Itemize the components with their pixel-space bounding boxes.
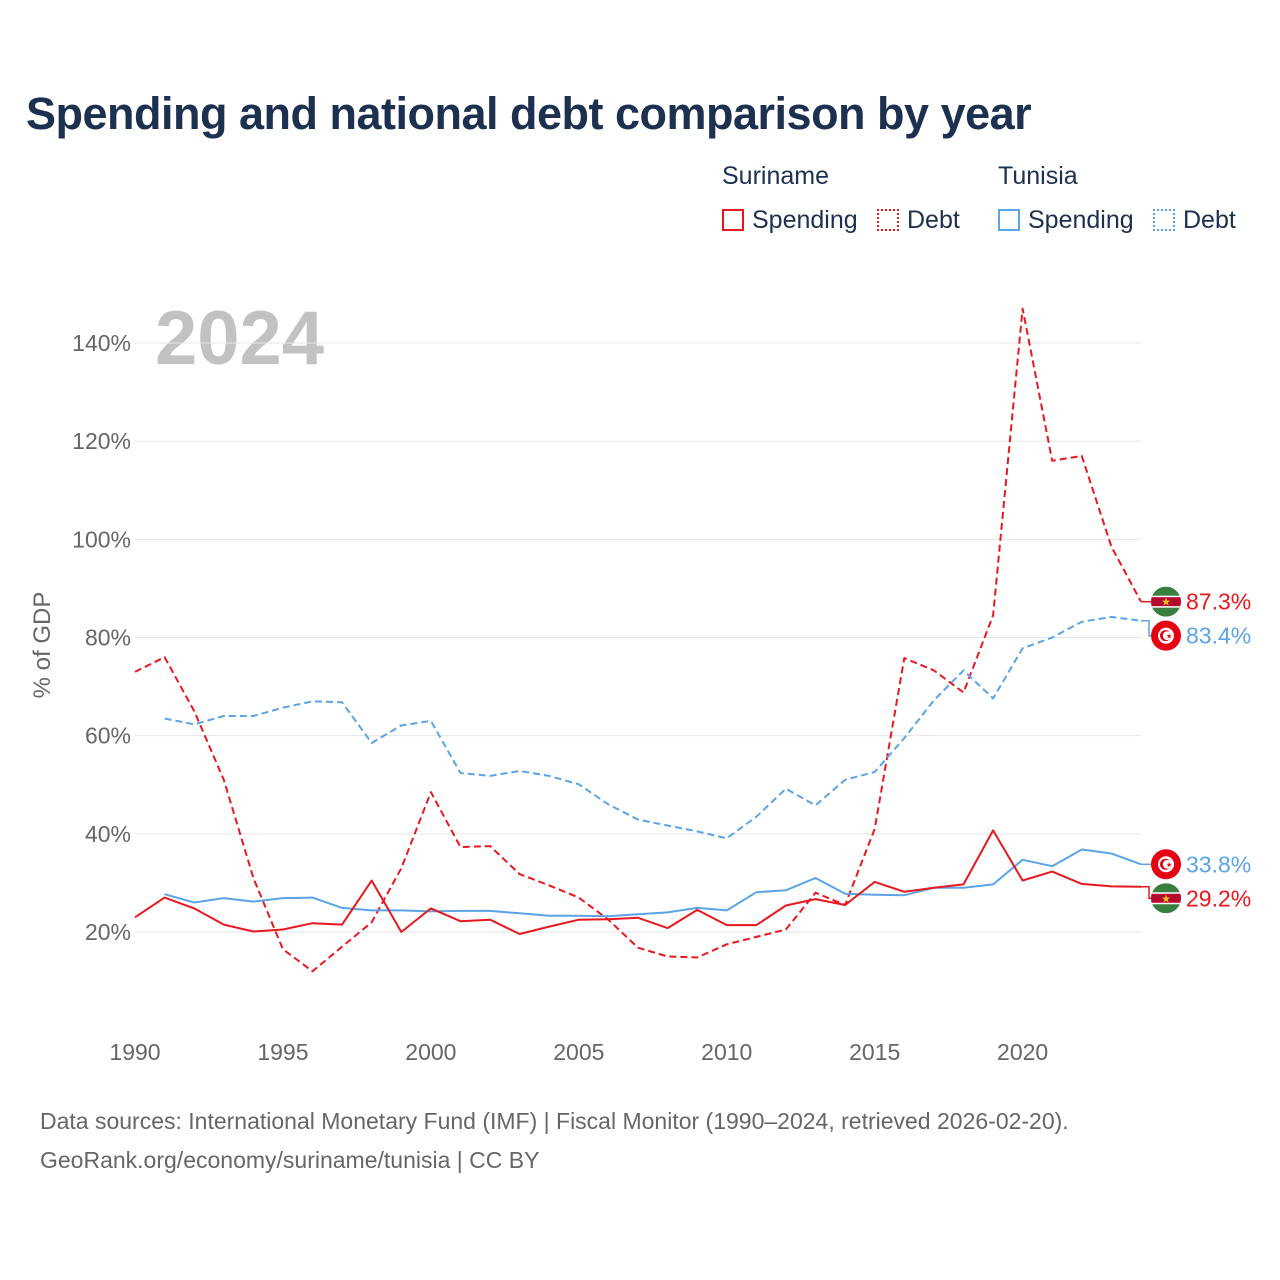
tunisia-flag-icon: ★ <box>1151 849 1181 880</box>
x-tick-label: 2010 <box>701 1039 752 1065</box>
y-tick-label: 100% <box>72 526 131 552</box>
y-tick-label: 60% <box>85 723 131 749</box>
legend-group-tunisia: Tunisia <box>998 162 1078 190</box>
y-axis-title: % of GDP <box>29 592 56 699</box>
x-tick-label: 2020 <box>997 1039 1048 1065</box>
legend-item-tunisia-debt[interactable]: Debt <box>1153 204 1236 236</box>
end-value-label: 33.8% <box>1186 851 1251 877</box>
suriname-flag-icon: ★ <box>1151 586 1181 617</box>
y-tick-label: 20% <box>85 919 131 945</box>
legend-label: Debt <box>907 205 960 234</box>
end-connector <box>1141 886 1152 900</box>
end-value-label: 87.3% <box>1186 589 1251 615</box>
legend-label: Debt <box>1183 205 1236 234</box>
legend-swatch-solid-icon <box>722 209 744 231</box>
year-watermark: 2024 <box>155 296 324 381</box>
y-tick-label: 80% <box>85 625 131 651</box>
label-layer: ★ 87.3% ★ 83.4% ★ 33.8% ★ 29.2% <box>1141 586 1251 914</box>
x-tick-label: 2005 <box>553 1039 604 1065</box>
legend-swatch-solid-icon <box>998 209 1020 231</box>
svg-text:★: ★ <box>1166 632 1172 640</box>
grid-layer <box>135 342 1141 933</box>
x-tick-label: 2015 <box>849 1039 900 1065</box>
svg-text:★: ★ <box>1166 861 1172 869</box>
x-tick-label: 1995 <box>257 1039 308 1065</box>
legend-item-suriname-spending[interactable]: Spending <box>722 204 858 236</box>
legend-item-tunisia-spending[interactable]: Spending <box>998 204 1134 236</box>
source-line-1: Data sources: International Monetary Fun… <box>40 1108 1069 1134</box>
legend-swatch-dotted-icon <box>877 209 899 231</box>
axis-layer: 20% 40% 60% 80% 100% 120% 140% 1990 1995 2000 2005… <box>72 330 1048 1065</box>
svg-text:★: ★ <box>1161 892 1171 905</box>
series-line-tunisia-debt <box>164 615 1142 840</box>
series-line-suriname-debt <box>134 307 1142 973</box>
y-tick-label: 120% <box>72 428 131 454</box>
page-title: Spending and national debt comparison by… <box>26 88 1032 139</box>
series-line-suriname-spending <box>134 829 1142 935</box>
end-value-label: 29.2% <box>1186 885 1251 911</box>
legend-label: Spending <box>1028 205 1134 234</box>
tunisia-flag-icon: ★ <box>1151 620 1181 651</box>
legend-swatch-dotted-icon <box>1153 209 1175 231</box>
x-tick-label: 1990 <box>109 1039 160 1065</box>
legend-group-suriname: Suriname <box>722 162 829 190</box>
end-value-label: 83.4% <box>1186 623 1251 649</box>
series-layer <box>134 307 1142 973</box>
y-tick-label: 40% <box>85 821 131 847</box>
suriname-flag-icon: ★ <box>1151 883 1181 914</box>
y-tick-label: 140% <box>72 330 131 356</box>
series-line-tunisia-spending <box>164 848 1142 918</box>
legend-item-suriname-debt[interactable]: Debt <box>877 204 960 236</box>
end-connector <box>1141 620 1152 637</box>
source-line-2[interactable]: GeoRank.org/economy/suriname/tunisia | C… <box>40 1147 540 1173</box>
x-tick-label: 2000 <box>405 1039 456 1065</box>
svg-text:★: ★ <box>1161 596 1171 609</box>
legend-label: Spending <box>752 205 858 234</box>
